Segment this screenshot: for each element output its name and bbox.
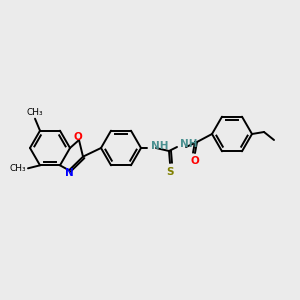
Text: CH₃: CH₃: [27, 108, 43, 117]
Text: N: N: [64, 168, 74, 178]
Text: NH: NH: [180, 139, 197, 149]
Text: O: O: [190, 156, 200, 166]
Text: CH₃: CH₃: [9, 164, 26, 173]
Text: S: S: [166, 167, 174, 177]
Text: NH: NH: [151, 141, 169, 151]
Text: O: O: [74, 132, 82, 142]
